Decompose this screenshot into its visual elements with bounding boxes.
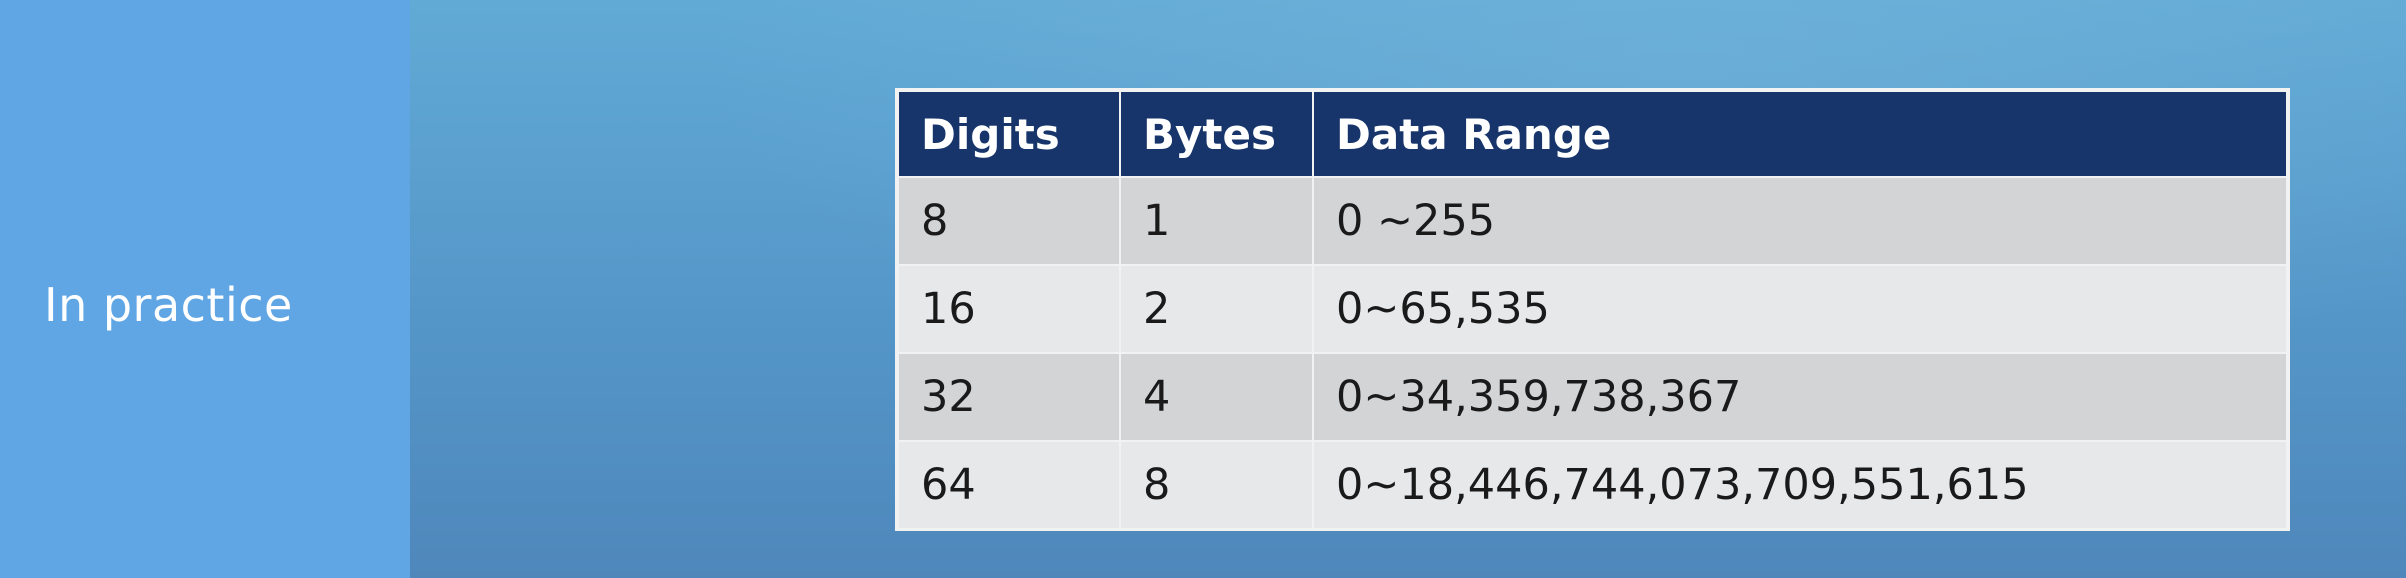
- cell-digits: 16: [897, 264, 1121, 354]
- data-table-container: Digits Bytes Data Range 8 1 0 ~255 16 2 …: [895, 88, 2290, 531]
- table-row: 32 4 0~34,359,738,367: [897, 352, 2288, 442]
- cell-bytes: 2: [1119, 264, 1314, 354]
- header-data-range: Data Range: [1312, 90, 2288, 178]
- header-digits: Digits: [897, 90, 1121, 178]
- table-header-row: Digits Bytes Data Range: [897, 90, 2288, 178]
- cell-bytes: 1: [1119, 176, 1314, 266]
- cell-data-range: 0~18,446,744,073,709,551,615: [1312, 440, 2288, 530]
- cell-data-range: 0 ~255: [1312, 176, 2288, 266]
- cell-digits: 32: [897, 352, 1121, 442]
- data-table: Digits Bytes Data Range 8 1 0 ~255 16 2 …: [897, 90, 2288, 530]
- table-row: 64 8 0~18,446,744,073,709,551,615: [897, 440, 2288, 530]
- slide-title: In practice: [44, 278, 293, 332]
- cell-data-range: 0~34,359,738,367: [1312, 352, 2288, 442]
- cell-bytes: 8: [1119, 440, 1314, 530]
- table-row: 8 1 0 ~255: [897, 176, 2288, 266]
- cell-bytes: 4: [1119, 352, 1314, 442]
- table-row: 16 2 0~65,535: [897, 264, 2288, 354]
- cell-data-range: 0~65,535: [1312, 264, 2288, 354]
- header-bytes: Bytes: [1119, 90, 1314, 178]
- cell-digits: 8: [897, 176, 1121, 266]
- cell-digits: 64: [897, 440, 1121, 530]
- left-band: [0, 0, 410, 578]
